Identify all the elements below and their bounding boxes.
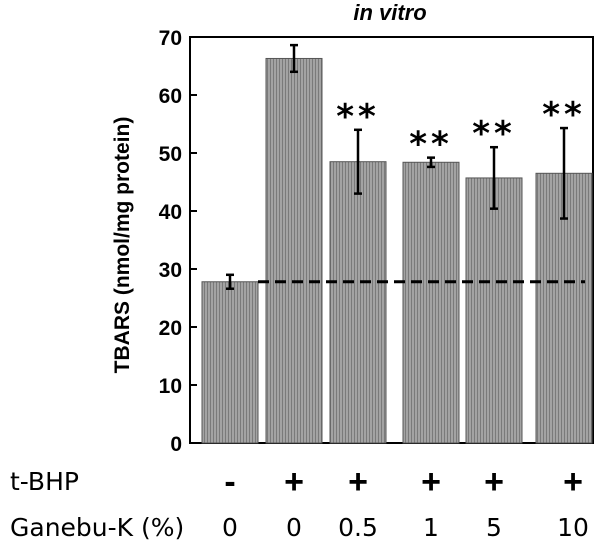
- plot-frame: [189, 36, 594, 444]
- y-tick-label: 40: [159, 201, 182, 224]
- ganebu-cell: 0.5: [338, 513, 378, 542]
- significance-mark: **: [542, 95, 586, 135]
- bar: [265, 57, 323, 444]
- ganebu-cell: 1: [423, 513, 439, 542]
- ganebu-cell: 5: [486, 513, 502, 542]
- y-tick-label: 60: [159, 85, 182, 108]
- tbhp-label: t-BHP: [10, 467, 79, 496]
- bar: [329, 161, 387, 444]
- tbhp-cell: +: [421, 463, 441, 501]
- significance-mark: **: [409, 125, 453, 165]
- tbhp-cell: +: [563, 463, 583, 501]
- significance-mark: **: [472, 114, 516, 154]
- bar-chart: in vitro TBARS (nmol/mg protein) 0 10 20 30…: [111, 0, 594, 456]
- bar: [201, 281, 259, 444]
- tbhp-row: t-BHP - + + + + +: [0, 462, 596, 502]
- significance-mark: **: [336, 97, 380, 137]
- ganebu-label: Ganebu-K (%): [10, 513, 185, 542]
- tbhp-cell: +: [348, 463, 368, 501]
- y-tick-label: 70: [159, 27, 182, 50]
- tbhp-cell: +: [284, 463, 304, 501]
- bar: [465, 177, 523, 444]
- y-tick-label: 30: [159, 259, 182, 282]
- ganebu-cell: 0: [222, 513, 238, 542]
- bar: [402, 161, 460, 444]
- y-tick-label: 0: [170, 433, 182, 456]
- y-tick-label: 50: [159, 143, 182, 166]
- ganebu-row: Ganebu-K (%) 0 0 0.5 1 5 10: [0, 508, 596, 548]
- tbhp-cell: -: [224, 463, 236, 501]
- ganebu-cell: 10: [557, 513, 589, 542]
- ganebu-cell: 0: [286, 513, 302, 542]
- y-axis-label: TBARS (nmol/mg protein): [111, 117, 134, 374]
- y-tick-label: 10: [159, 375, 182, 398]
- chart-title: in vitro: [353, 0, 426, 25]
- tbhp-cell: +: [484, 463, 504, 501]
- y-tick-label: 20: [159, 317, 182, 340]
